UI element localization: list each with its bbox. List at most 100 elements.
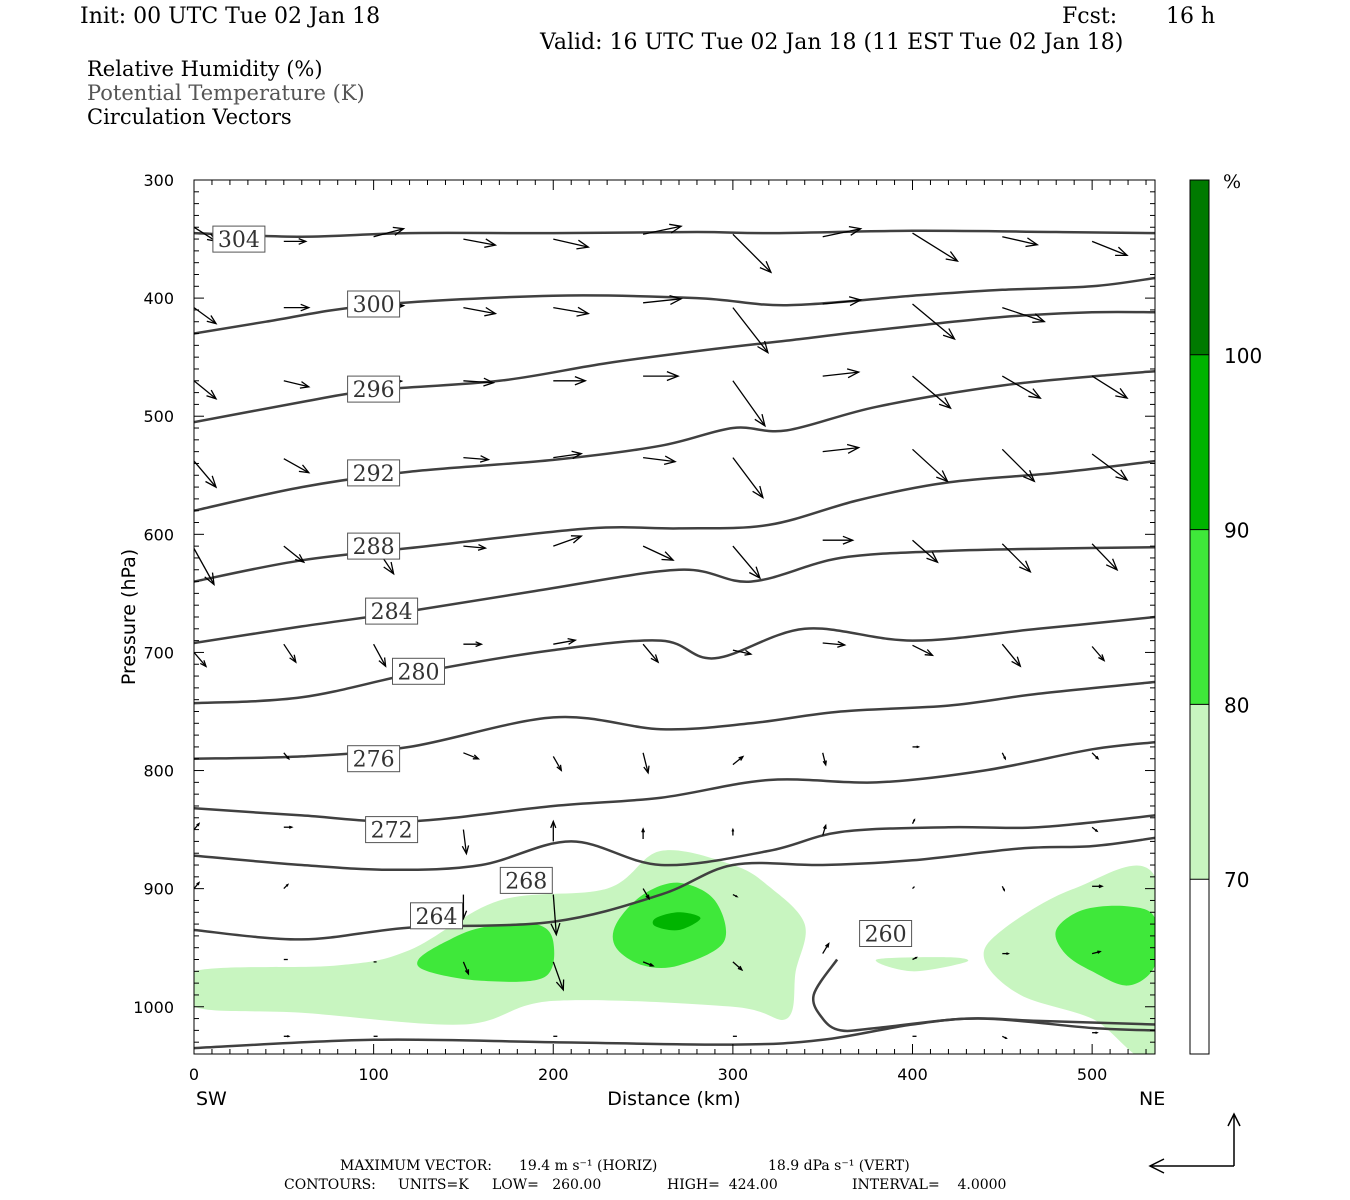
circulation-vector <box>1092 1031 1099 1034</box>
rh-region-70 <box>875 957 969 972</box>
circulation-vector <box>463 455 491 463</box>
colorbar-swatch <box>1190 879 1209 1054</box>
axis-labels: Distance (km) Pressure (hPa) SW NE <box>118 549 1165 1110</box>
theta-contour-line <box>194 615 1155 705</box>
svg-text:264: 264 <box>416 905 458 930</box>
x-tick-label: 500 <box>1077 1065 1108 1084</box>
theta-contour-line <box>194 740 1155 823</box>
circulation-vector <box>732 961 744 972</box>
circulation-vector <box>283 458 311 474</box>
svg-text:284: 284 <box>371 600 413 625</box>
y-tick-label: 600 <box>143 525 174 544</box>
valid-time: Valid: 16 UTC Tue 02 Jan 18 (11 EST Tue … <box>540 30 1124 55</box>
circulation-vector <box>732 755 745 766</box>
circulation-vector <box>1001 886 1006 892</box>
circulation-vector <box>1091 543 1119 572</box>
circulation-vector <box>463 377 496 387</box>
field-label-theta: Potential Temperature (K) <box>87 81 365 105</box>
circulation-vector <box>461 829 470 856</box>
rh-region-80 <box>417 923 555 982</box>
contours-interval: INTERVAL= 4.0000 <box>852 1177 1007 1193</box>
circulation-vector <box>732 233 773 274</box>
circulation-vector <box>822 225 863 238</box>
y-tick-label: 500 <box>143 407 174 426</box>
circulation-vector <box>912 303 956 341</box>
theta-contour-label: 264 <box>410 902 463 930</box>
field-label-rh: Relative Humidity (%) <box>87 57 323 81</box>
svg-text:304: 304 <box>218 228 260 253</box>
colorbar-swatch <box>1190 180 1209 355</box>
circulation-vector <box>194 651 208 668</box>
colorbar-unit: % <box>1223 171 1241 193</box>
circulation-vector <box>1001 375 1042 399</box>
circulation-vector <box>642 223 683 235</box>
circulation-vector <box>1091 646 1106 662</box>
circulation-vector <box>912 448 949 483</box>
theta-contour-label: 276 <box>347 745 401 773</box>
contours-low: LOW= 260.00 <box>492 1177 602 1193</box>
theta-contour-line <box>194 814 1155 872</box>
circulation-vector <box>912 745 921 749</box>
circulation-vector <box>553 375 588 386</box>
contours-label: CONTOURS: <box>284 1177 376 1193</box>
rh-shading <box>194 850 1155 1054</box>
circulation-vector <box>912 539 939 564</box>
circulation-vector <box>462 961 470 976</box>
theta-contour-line <box>194 1017 1155 1050</box>
circulation-vector <box>642 961 655 967</box>
circulation-vector <box>822 368 861 379</box>
circulation-vector <box>553 306 591 317</box>
circulation-vector <box>822 942 830 954</box>
x-tick-label: 400 <box>897 1065 928 1084</box>
theta-contour-line <box>194 370 1155 512</box>
x-axis-title: Distance (km) <box>607 1088 740 1110</box>
theta-contour-line <box>194 836 1155 941</box>
y-tick-label: 900 <box>143 880 174 899</box>
x-tick-label: 200 <box>538 1065 569 1084</box>
circulation-vector <box>732 545 762 580</box>
theta-contour-label: 272 <box>365 816 419 844</box>
circulation-vector <box>283 752 290 761</box>
theta-contour-label: 284 <box>365 597 419 625</box>
theta-contour-label: 300 <box>347 290 401 318</box>
circulation-vector <box>553 450 584 460</box>
theta-contour-label: 288 <box>347 532 401 560</box>
colorbar-level-label: 100 <box>1224 344 1262 368</box>
reference-vector-icon <box>1148 1112 1241 1174</box>
y-tick-label: 300 <box>143 171 174 190</box>
circulation-vector <box>194 460 218 489</box>
forecast-hour: 16 h <box>1166 4 1216 29</box>
svg-text:268: 268 <box>505 869 547 894</box>
y-tick-label: 800 <box>143 762 174 781</box>
circulation-vector <box>283 237 308 245</box>
circulation-vector <box>283 303 311 312</box>
field-label-vectors: Circulation Vectors <box>87 105 292 129</box>
circulation-vector <box>283 1035 291 1038</box>
circulation-vector <box>1002 952 1010 955</box>
max-vector-vert: 18.9 dPa s⁻¹ (VERT) <box>768 1158 910 1174</box>
circulation-vector <box>552 756 563 772</box>
y-tick-label: 700 <box>143 643 174 662</box>
theta-contour-line <box>811 958 1155 1033</box>
circulation-vector <box>642 888 651 901</box>
rh-region-90 <box>652 912 701 931</box>
x-right-endpoint-label: NE <box>1139 1088 1165 1110</box>
circulation-vector <box>822 823 827 836</box>
circulation-vector <box>822 640 847 648</box>
circulation-vector <box>1002 306 1046 323</box>
circulation-vector <box>194 548 215 587</box>
circulation-vector <box>822 443 861 454</box>
circulation-vector <box>732 307 769 354</box>
colorbar-swatch <box>1190 704 1209 880</box>
theta-contour-line <box>194 310 1155 424</box>
svg-text:272: 272 <box>371 819 413 844</box>
circulation-vector <box>194 380 218 400</box>
colorbar: % 70 80 90 100 <box>1189 171 1262 1055</box>
circulation-vector <box>1002 236 1040 248</box>
forecast-label: Fcst: <box>1062 4 1118 29</box>
max-vector-horiz: 19.4 m s⁻¹ (HORIZ) <box>519 1158 658 1174</box>
colorbar-swatch <box>1190 354 1209 530</box>
svg-text:300: 300 <box>353 293 395 318</box>
theta-contour-line <box>194 546 1155 645</box>
